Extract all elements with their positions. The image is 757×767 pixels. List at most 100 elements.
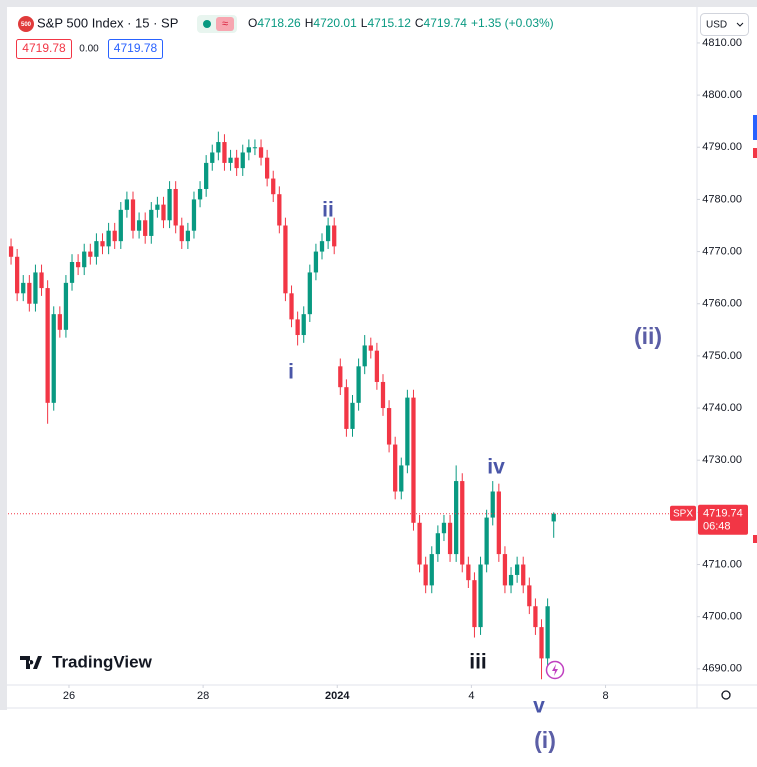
currency-dropdown[interactable]: [700, 13, 749, 36]
candle-body: [472, 580, 477, 628]
symbol-badge: 500: [21, 22, 32, 28]
candle-body: [271, 178, 276, 195]
candle-body: [185, 230, 191, 242]
candle-body: [15, 256, 20, 294]
status-dot: [203, 20, 211, 28]
delay-icon: [216, 17, 234, 31]
sell-price: 4719.78: [22, 41, 66, 55]
y-tick-label: 4790.00: [702, 141, 742, 153]
candle-body: [63, 282, 69, 330]
currency: USD: [706, 20, 727, 31]
candle-body: [173, 188, 178, 226]
side-marker: [753, 115, 757, 140]
y-tick-label: 4760.00: [702, 298, 742, 310]
change: +1.35 (+0.03%): [471, 16, 554, 30]
candle-body: [411, 397, 416, 523]
x-tick-label: 26: [63, 690, 75, 702]
candle-body: [393, 444, 398, 492]
wave-label: (i): [534, 727, 556, 753]
candle-body: [179, 225, 184, 242]
candle-body: [289, 293, 294, 320]
candle-body: [210, 152, 215, 163]
candle-body: [130, 199, 136, 231]
candle-body: [167, 188, 172, 221]
candle-body: [240, 152, 245, 169]
buy-price: 4719.78: [114, 41, 158, 55]
candle-body: [295, 319, 300, 336]
candle-body: [441, 522, 447, 534]
candle-body: [69, 262, 75, 283]
candle-body: [380, 381, 386, 409]
candle-body: [539, 627, 544, 659]
candle-body: [338, 366, 343, 388]
dropdown-arrow: [736, 22, 744, 27]
watermark: TradingView: [52, 652, 153, 671]
y-tick-label: 4730.00: [702, 454, 742, 466]
candle-body: [435, 533, 440, 555]
candle-body: [466, 564, 471, 581]
plot: [8, 131, 697, 680]
ohlc-value: 4715.12: [367, 16, 411, 30]
sell-box[interactable]: [16, 39, 72, 59]
candle-body: [490, 491, 495, 518]
candle-body: [386, 408, 392, 445]
ohlc-value: 4719.74: [424, 16, 468, 30]
candle-body: [100, 241, 105, 247]
candle-body: [319, 241, 325, 252]
y-tick-label: 4690.00: [702, 663, 742, 675]
candle-body: [161, 204, 166, 221]
y-tick-label: 4780.00: [702, 193, 742, 205]
ohlc-legend: O4718.26 H4720.01 L4715.12 C4719.74 +1.35 (+…: [248, 16, 554, 30]
candle-body: [356, 366, 361, 403]
candle-body: [124, 199, 130, 210]
candle-body: [350, 402, 355, 429]
candle-body: [332, 225, 337, 247]
y-tick-label: 4750.00: [702, 350, 742, 362]
candle-body: [362, 345, 367, 367]
candle-body: [344, 387, 349, 429]
candle-body: [514, 564, 520, 575]
candle-body: [51, 314, 56, 403]
candle-body: [399, 465, 404, 492]
candle-body: [57, 314, 62, 330]
settings-icon[interactable]: [721, 690, 731, 700]
x-tick-label: 8: [602, 690, 608, 702]
candle-body: [496, 491, 501, 555]
candle-body: [301, 314, 306, 336]
candle-body: [136, 220, 142, 231]
ohlc-value: 4720.01: [313, 16, 357, 30]
candle-body: [222, 142, 227, 163]
candle-body: [75, 262, 81, 268]
candle-body: [484, 517, 489, 565]
spread: 0.00: [79, 44, 99, 55]
candle-body: [106, 230, 111, 247]
x-tick-label: 4: [468, 690, 474, 702]
wave-label: iv: [487, 456, 505, 479]
y-tick-label: 4710.00: [702, 558, 742, 570]
candle-body: [545, 606, 550, 659]
candle-body: [454, 481, 459, 555]
candle-body: [307, 272, 312, 315]
candle-body: [94, 241, 99, 257]
candle-body: [521, 564, 526, 586]
ohlc-label: H: [305, 16, 314, 30]
candle-body: [39, 272, 44, 289]
candle-body: [447, 522, 453, 555]
candle-body: [246, 147, 251, 153]
candle-body: [118, 209, 123, 242]
ohlc-label: C: [415, 16, 424, 30]
candle-body: [252, 147, 258, 149]
price-label-bg: [698, 504, 748, 535]
left-strip: [0, 0, 7, 710]
candle-body: [551, 513, 556, 522]
candle-body: [216, 142, 221, 153]
candle-body: [533, 606, 538, 628]
wave-label: v: [533, 695, 545, 718]
logo-glyph: [20, 656, 42, 669]
buy-box[interactable]: [108, 39, 163, 59]
x-tick-label: 2024: [325, 690, 350, 702]
side-marker: [753, 148, 757, 158]
candle-body: [423, 564, 428, 586]
